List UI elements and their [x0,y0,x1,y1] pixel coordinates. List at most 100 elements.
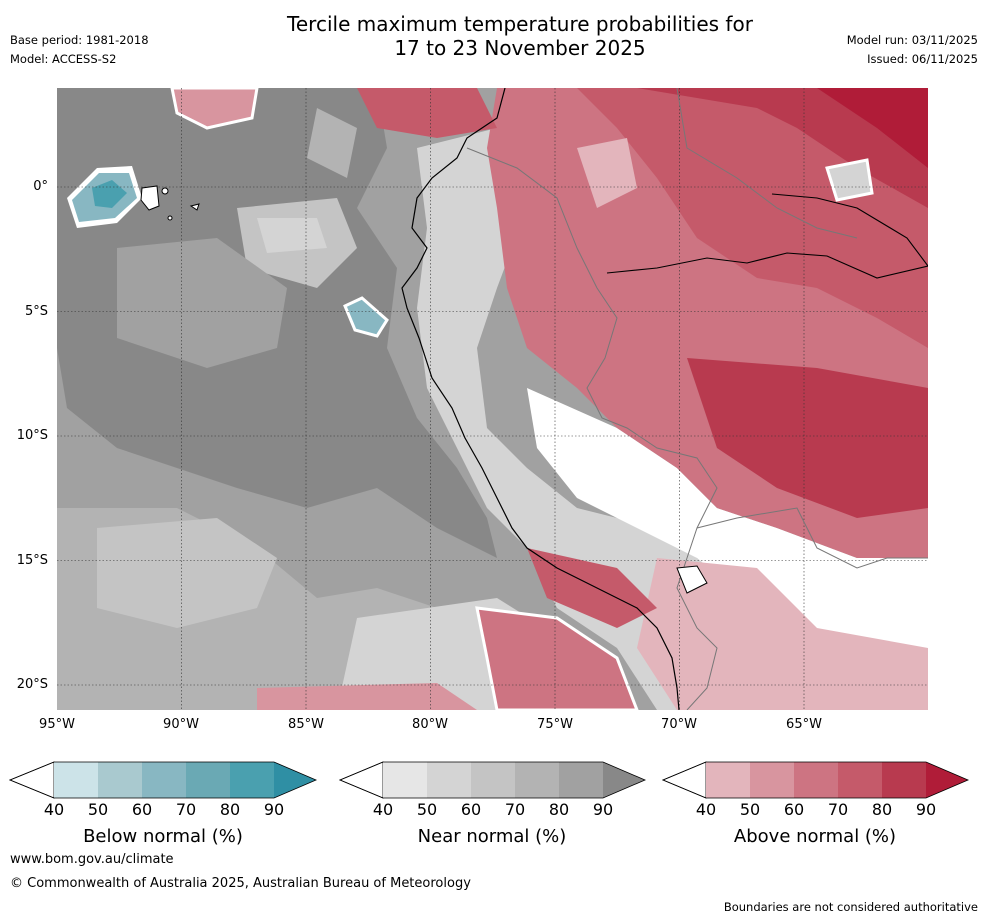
below-normal-60-offshore [343,296,389,338]
above-normal-80-amazon [687,358,928,518]
map-title: Tercile maximum temperature probabilitie… [0,12,988,60]
lon-label-90w: 90°W [163,717,199,732]
colorbar-swatch [230,762,274,798]
colorbar-swatch [98,762,142,798]
colorbar-high-extend [603,762,645,798]
graticule [57,88,928,710]
colorbar-swatch [471,762,515,798]
island [189,203,200,211]
cb1-tick: 90 [592,800,614,819]
lat-label-10s: 10°S [16,428,48,443]
cb1-tick: 60 [460,800,482,819]
lake-titicaca [676,565,708,594]
disclaimer-text: Boundaries are not considered authoritat… [723,900,978,914]
above-normal-40-south [637,558,928,710]
cb2-tick: 80 [871,800,893,819]
amazon-river [606,193,928,279]
country-borders [466,147,718,710]
cb1-tick: 70 [504,800,526,819]
cb0-tick: 90 [263,800,285,819]
model-text: Model: ACCESS-S2 [10,52,117,66]
colorbar-swatch [383,762,427,798]
colorbar-title-near: Near normal (%) [417,826,567,847]
above-normal-50-northwest [170,88,259,130]
above-normal-80-region [637,88,928,208]
colorbar-swatch [706,762,750,798]
colorbar-outline [661,761,970,799]
map-canvas [57,88,928,710]
lon-label-70w: 70°W [661,717,697,732]
colorbar-swatch [515,762,559,798]
colorbar-swatch [427,762,471,798]
isabela-island [140,185,160,211]
colorbar-swatch [142,762,186,798]
country-borders-north [676,88,858,239]
colorbar-swatch [186,762,230,798]
colorbar-high-extend [926,762,968,798]
cb2-tick: 60 [783,800,805,819]
cb1-tick: 40 [372,800,394,819]
colorbar-outline [338,761,647,799]
colorbar-near-normal [338,761,647,799]
lat-label-20s: 20°S [16,677,48,692]
colorbar-title-above: Above normal (%) [733,826,897,847]
lon-label-95w: 95°W [39,717,75,732]
colorbar-high-extend [274,762,316,798]
lon-label-80w: 80°W [412,717,448,732]
galapagos-islands [140,185,200,221]
colorbar-title-below: Below normal (%) [83,826,243,847]
cb2-tick: 40 [695,800,717,819]
near-normal-60-south [97,518,277,628]
lon-label-75w: 75°W [537,717,573,732]
lon-label-65w: 65°W [786,717,822,732]
lat-label-15s: 15°S [16,553,48,568]
colorbar-swatch [794,762,838,798]
probability-map [57,88,928,710]
above-normal-40-patch [577,138,637,208]
colorbar-swatch [750,762,794,798]
colorbar-above-normal [661,761,970,799]
colorbar-swatch [54,762,98,798]
colorbar-low-extend [338,761,384,799]
cb1-tick: 80 [548,800,570,819]
base-period-text: Base period: 1981-2018 [10,33,149,47]
colorbar-ticks: 40 50 60 70 80 90 40 50 60 70 80 90 40 5… [0,800,988,822]
below-normal-80-galapagos [92,180,127,208]
colorbars [8,761,970,799]
lon-label-85w: 85°W [288,717,324,732]
above-normal-50-southern-ocean [257,683,477,710]
copyright-text: © Commonwealth of Australia 2025, Austra… [10,876,471,891]
neutral-white-region [527,388,928,688]
cb0-tick: 80 [219,800,241,819]
cb2-tick: 50 [739,800,761,819]
near-normal-70-patch-west [117,238,287,368]
cb0-tick: 70 [175,800,197,819]
cb2-tick: 90 [915,800,937,819]
country-borders-south [696,507,928,569]
colorbar-low-extend [661,761,707,799]
near-normal-patch-north [825,158,874,202]
website-link[interactable]: www.bom.gov.au/climate [10,852,174,867]
island [161,187,169,195]
near-normal-50-patch [257,218,327,253]
cb0-tick: 60 [131,800,153,819]
near-normal-70-patch [307,108,357,178]
cb0-tick: 50 [87,800,109,819]
cb2-tick: 70 [827,800,849,819]
colorbar-below-normal [8,761,318,799]
lat-label-5s: 5°S [24,304,48,319]
colorbar-swatch [838,762,882,798]
above-normal-70-offshore-north [357,88,497,138]
cb0-tick: 40 [43,800,65,819]
title-line-2: 17 to 23 November 2025 [394,36,646,60]
colorbar-swatch [882,762,926,798]
above-normal-70-peru-coast [527,548,657,628]
above-normal-60-south-coast [475,606,639,710]
model-run-text: Model run: 03/11/2025 [846,33,978,47]
issued-text: Issued: 06/11/2025 [867,52,978,66]
title-line-1: Tercile maximum temperature probabilitie… [287,12,753,36]
island [167,215,173,221]
cb1-tick: 50 [416,800,438,819]
lat-label-0: 0° [33,179,48,194]
above-normal-90-region [817,88,928,168]
